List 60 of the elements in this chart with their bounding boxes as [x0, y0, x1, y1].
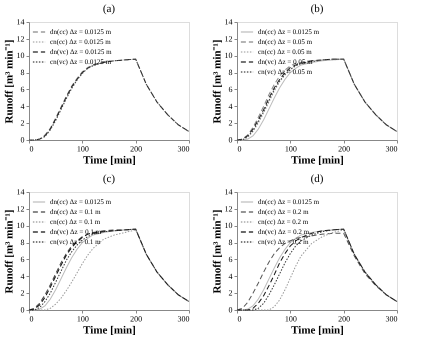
x-tick-label: 200 — [130, 144, 142, 154]
y-tick-label: 4 — [20, 102, 24, 111]
chart-title: (a) — [102, 3, 116, 15]
x-tick-label: 300 — [386, 144, 398, 154]
y-tick-label: 4 — [20, 272, 24, 281]
x-tick-label: 100 — [284, 314, 297, 324]
y-tick-label: 2 — [20, 288, 24, 298]
x-tick-label: 100 — [284, 144, 297, 154]
y-tick-label: 0 — [228, 136, 232, 144]
y-axis-title: Runoff [m³ min⁻¹] — [212, 40, 224, 124]
x-tick-label: 200 — [338, 314, 350, 324]
y-tick-label: 14 — [224, 188, 232, 196]
y-axis-title: Runoff [m³ min⁻¹] — [4, 40, 16, 124]
y-tick-label: 8 — [228, 68, 232, 78]
y-tick-label: 12 — [16, 34, 24, 44]
y-tick-label: 14 — [16, 18, 24, 26]
y-tick-label: 8 — [228, 238, 232, 248]
y-tick-label: 12 — [224, 204, 232, 214]
x-axis-title: Time [min] — [291, 324, 344, 336]
x-tick-label: 0 — [30, 144, 34, 154]
y-tick-label: 2 — [228, 288, 232, 298]
y-axis-title: Runoff [m³ min⁻¹] — [4, 210, 16, 294]
y-tick-label: 6 — [228, 84, 232, 94]
y-tick-label: 12 — [16, 204, 24, 214]
y-tick-label: 0 — [20, 306, 24, 314]
x-axis-title: Time [min] — [291, 154, 344, 166]
y-tick-label: 2 — [228, 118, 232, 128]
y-tick-label: 8 — [20, 68, 24, 78]
y-tick-label: 10 — [224, 51, 232, 60]
y-tick-label: 12 — [224, 34, 232, 44]
x-tick-label: 200 — [338, 144, 350, 154]
chart-title: (d) — [310, 173, 324, 185]
y-axis-title: Runoff [m³ min⁻¹] — [212, 210, 224, 294]
y-tick-label: 4 — [228, 272, 232, 281]
x-tick-label: 300 — [386, 314, 398, 324]
y-tick-label: 6 — [228, 254, 232, 264]
y-tick-label: 0 — [228, 306, 232, 314]
x-tick-label: 0 — [30, 314, 34, 324]
y-tick-label: 10 — [224, 221, 232, 230]
y-tick-label: 6 — [20, 254, 24, 264]
y-tick-label: 14 — [16, 188, 24, 196]
x-tick-label: 200 — [130, 314, 142, 324]
y-tick-label: 8 — [20, 238, 24, 248]
x-tick-label: 100 — [76, 144, 89, 154]
chart-title: (b) — [310, 3, 324, 15]
y-tick-label: 10 — [16, 221, 24, 230]
x-tick-label: 0 — [238, 314, 242, 324]
x-tick-label: 300 — [178, 144, 190, 154]
x-axis-title: Time [min] — [83, 154, 136, 166]
y-tick-label: 2 — [20, 118, 24, 128]
x-tick-label: 100 — [76, 314, 89, 324]
y-tick-label: 14 — [224, 18, 232, 26]
x-axis-title: Time [min] — [83, 324, 136, 336]
y-tick-label: 0 — [20, 136, 24, 144]
x-tick-label: 0 — [238, 144, 242, 154]
chart-title: (c) — [102, 173, 116, 185]
x-tick-label: 300 — [178, 314, 190, 324]
y-tick-label: 6 — [20, 84, 24, 94]
y-tick-label: 10 — [16, 51, 24, 60]
y-tick-label: 4 — [228, 102, 232, 111]
